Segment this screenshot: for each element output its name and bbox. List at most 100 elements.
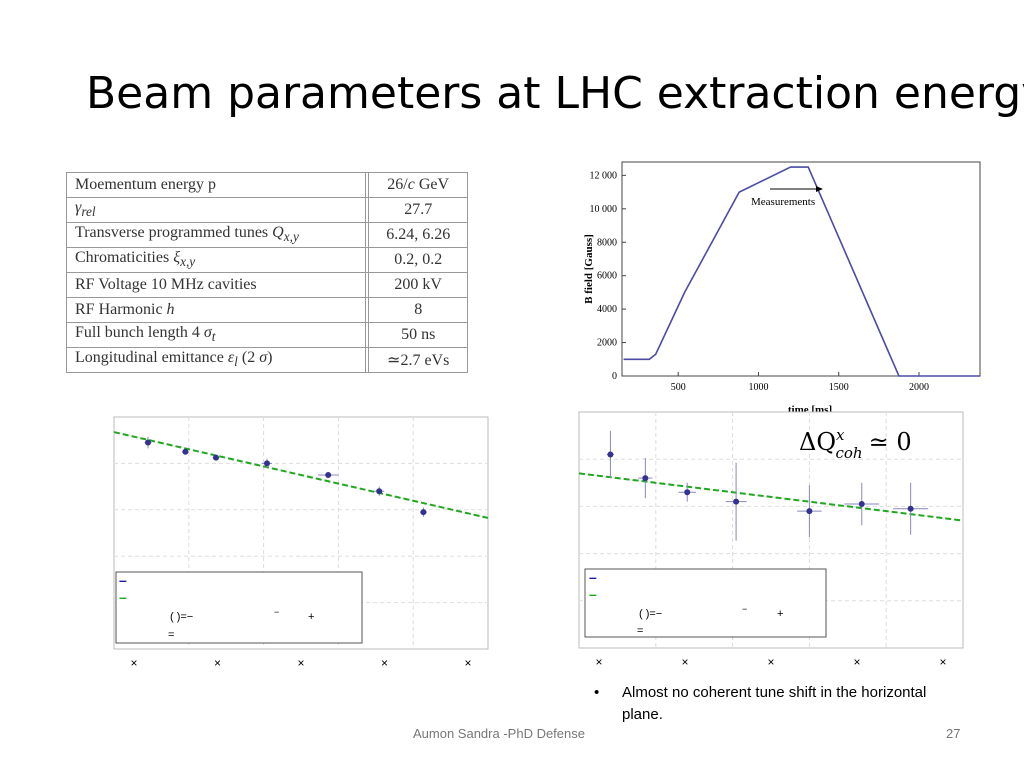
beam-parameter-table: Moementum energy p 26/c GeV γrel 27.7 Tr… [65,172,468,373]
table-row: Longitudinal emittance εl (2 σ) ≃2.7 eVs [65,347,468,373]
x-tick-label: 500 [671,382,686,393]
data-point [893,482,929,535]
data-point [725,462,747,541]
point-marker [213,454,219,461]
linear-fit-line [113,431,489,519]
param-value: ≃2.7 eVs [368,347,468,373]
x-tick-label: × [214,656,221,670]
x-tick-label: × [939,655,946,669]
x-tick-label: × [595,655,602,669]
point-marker [733,498,740,505]
point-marker [806,508,813,515]
y-tick-label: 4000 [597,304,617,315]
param-value: 27.7 [368,197,468,223]
legend-formula-part: − [742,604,747,614]
param-name: Chromaticities ξx,y [65,247,367,273]
x-tick-label: × [130,656,137,670]
x-tick-label: 1500 [829,382,849,393]
legend-formula-part: − [274,607,279,617]
legend-symbol-data: – [589,569,597,585]
param-name: Transverse programmed tunes Qx,y [65,222,367,248]
point-marker [607,451,614,458]
data-point [678,482,696,502]
data-point [318,472,339,478]
tune-shift-annotation: ΔQx coh ≃ 0 [799,426,912,462]
annotation-rhs: ≃ 0 [869,428,912,456]
y-tick-label: 2000 [597,338,617,349]
point-marker [684,489,691,496]
table-row: Transverse programmed tunes Qx,y 6.24, 6… [65,222,468,248]
y-tick-label: 6000 [597,271,617,282]
data-point [638,458,653,499]
param-value: 26/c GeV [368,172,468,198]
param-value: 200 kV [368,272,468,298]
linear-fit-line [578,472,964,522]
slide-footer: Aumon Sandra -PhD Defense [413,726,585,741]
point-marker [642,475,649,482]
param-value: 50 ns [368,322,468,348]
point-marker [145,439,151,446]
param-name: Longitudinal emittance εl (2 σ) [65,347,367,373]
legend-formula-part: = [168,629,174,641]
x-tick-label: 1000 [748,382,768,393]
bullet-text: Almost no coherent tune shift in the hor… [622,684,927,723]
y-tick-label: 10 000 [590,204,618,215]
point-marker [907,505,914,512]
param-name: Moementum energy p [65,172,367,198]
x-tick-label: × [297,656,304,670]
measurements-arrowhead [816,186,823,192]
param-value: 8 [368,297,468,323]
tune-shift-chart-left: – – ( )=− − + = × × × × × [113,416,489,670]
x-tick-label: × [381,656,388,670]
table-row: γrel 27.7 [65,197,468,223]
data-point [420,507,427,517]
bfield-chart: 500 1000 1500 2000 0 2000 4000 6000 8000 10 000 12… [583,161,981,416]
point-marker [182,448,189,455]
point-marker [420,509,427,516]
table-row: RF Harmonic h 8 [65,297,468,323]
legend-box [584,568,827,638]
x-tick-label: 2000 [909,382,929,393]
param-name: γrel [65,197,367,223]
legend-symbol-fit: – [589,586,597,602]
data-point [606,430,614,479]
table-row: Full bunch length 4 σt 50 ns [65,322,468,348]
tune-shift-chart-right: ΔQx coh ≃ 0 – – ( )=− − + = × × × × × [578,411,964,669]
bfield-series-line [623,166,980,377]
y-axis-label: B field [Gauss] [583,234,595,304]
point-marker [264,460,270,467]
x-tick-label: × [464,656,471,670]
table-row: RF Voltage 10 MHz cavities 200 kV [65,272,468,298]
param-name: RF Harmonic h [65,297,367,323]
param-name: RF Voltage 10 MHz cavities [65,272,367,298]
plot-frame [621,161,981,377]
point-marker [325,472,332,478]
data-point [144,436,152,449]
point-marker [858,501,865,508]
annotation-main: ΔQ [799,428,836,456]
param-value: 0.2, 0.2 [368,247,468,273]
data-point [182,448,189,455]
param-name: Full bunch length 4 σt [65,322,367,348]
point-marker [376,488,383,495]
data-point [797,485,822,538]
legend-box [115,571,363,644]
bullet-dot: • [594,684,600,701]
annotation-sup: x [836,426,845,444]
y-tick-label: 12 000 [590,170,618,181]
data-point [261,458,273,469]
param-value: 6.24, 6.26 [368,222,468,248]
table-row: Chromaticities ξx,y 0.2, 0.2 [65,247,468,273]
x-tick-label: × [853,655,860,669]
y-tick-label: 0 [612,371,617,382]
legend-formula-part: ( )=− [639,608,662,620]
page-number: 27 [946,726,961,741]
legend-symbol-data: – [119,572,127,588]
legend-formula-part: = [637,625,643,637]
slide-title: Beam parameters at LHC extraction energy [86,68,1024,119]
data-point [374,486,385,496]
x-tick-label: × [681,655,688,669]
y-tick-label: 8000 [597,237,617,248]
legend-symbol-fit: – [119,589,127,605]
legend-formula-part: + [308,611,314,623]
